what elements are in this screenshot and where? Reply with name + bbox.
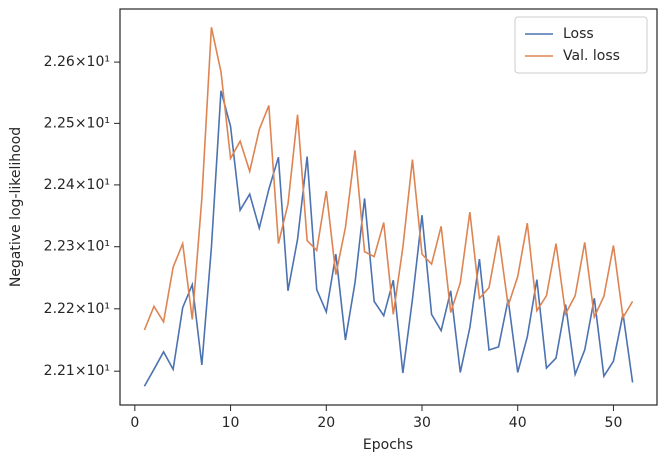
y-tick-label: 2.21×10¹ <box>44 363 110 379</box>
series-line <box>143 27 634 331</box>
y-axis-label: Negative log-likelihood <box>8 127 24 287</box>
x-tick-label: 10 <box>222 415 240 431</box>
x-tick-label: 50 <box>605 415 623 431</box>
y-tick-label: 2.24×10¹ <box>44 177 110 193</box>
series-line <box>143 90 634 387</box>
x-tick-label: 20 <box>317 415 335 431</box>
legend-box <box>514 16 648 74</box>
x-axis-label: Epochs <box>363 437 413 453</box>
x-tick-label: 30 <box>413 415 431 431</box>
x-tick-label: 40 <box>509 415 527 431</box>
legend-label: Loss <box>563 26 594 42</box>
x-tick-label: 0 <box>130 415 139 431</box>
y-tick-label: 2.25×10¹ <box>44 115 110 131</box>
legend-label: Val. loss <box>563 48 620 64</box>
y-tick-label: 2.26×10¹ <box>44 54 110 70</box>
y-tick-label: 2.22×10¹ <box>44 301 110 317</box>
y-tick-label: 2.23×10¹ <box>44 239 110 255</box>
plot-frame <box>119 8 658 406</box>
